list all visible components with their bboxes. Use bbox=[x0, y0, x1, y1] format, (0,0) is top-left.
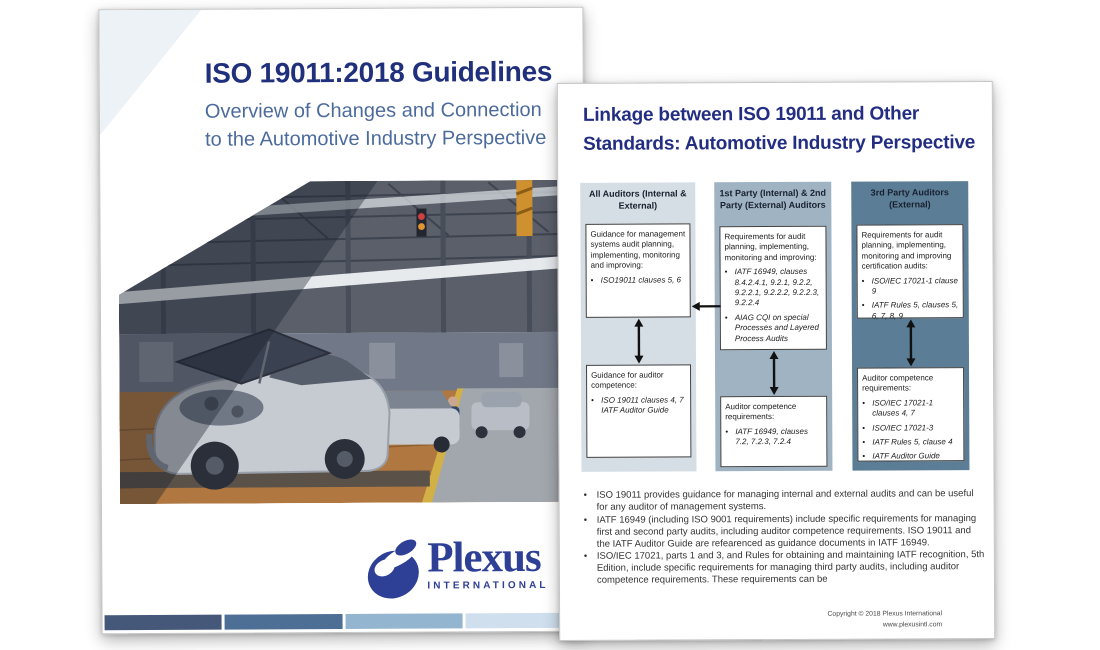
double-arrow-vertical-icon bbox=[905, 319, 915, 367]
cover-title: ISO 19011:2018 Guidelines bbox=[204, 55, 553, 89]
copyright-line: Copyright © 2018 Plexus International bbox=[827, 610, 943, 618]
box-bullet: ISO 19011 clauses 4, 7 IATF Auditor Guid… bbox=[591, 395, 686, 416]
column-header: 3rd Party Auditors (External) bbox=[870, 187, 949, 210]
requirements-audit-box: Requirements for audit planning, impleme… bbox=[719, 225, 827, 351]
guidance-audit-box: Guidance for management systems audit pl… bbox=[585, 223, 691, 318]
column-1st-2nd-party: 1st Party (Internal) & 2nd Party (Extern… bbox=[714, 181, 833, 472]
column-3rd-party: 3rd Party Auditors (External) Requiremen… bbox=[851, 181, 970, 471]
competence-requirements-box: Auditor competence requirements: ISO/IEC… bbox=[857, 367, 965, 463]
page-title-line-1: Linkage between ISO 19011 and Other bbox=[582, 103, 920, 126]
bullet-dot-icon bbox=[725, 267, 735, 309]
slide-cover-page: ISO 19011:2018 Guidelines Overview of Ch… bbox=[98, 6, 587, 635]
cover-subtitle-line-1: Overview of Changes and Connection bbox=[204, 98, 542, 123]
page-title: Linkage between ISO 19011 and Other Stan… bbox=[583, 100, 975, 159]
guidance-competence-box: Guidance for auditor competence: ISO 190… bbox=[586, 364, 692, 458]
box-label: Guidance for auditor competence: bbox=[591, 370, 664, 391]
footer-color-bar bbox=[104, 612, 583, 631]
logo-wordmark: Plexus bbox=[427, 533, 541, 582]
box-label: Auditor competence requirements: bbox=[725, 401, 797, 422]
box-bullet: IATF 16949, clauses 7.2, 7.2.3, 7.2.4 bbox=[725, 427, 822, 448]
column-header: 1st Party (Internal) & 2nd Party (Extern… bbox=[719, 187, 827, 210]
bullet-dot-icon bbox=[591, 396, 601, 417]
cover-subtitle-line-2: to the Automotive Industry Perspective bbox=[204, 127, 547, 152]
requirements-certification-box: Requirements for audit planning, impleme… bbox=[856, 224, 964, 320]
column-all-auditors: All Auditors (Internal & External) Guida… bbox=[580, 182, 697, 472]
notes-list: ISO 19011 provides guidance for managing… bbox=[584, 488, 986, 588]
box-label: Auditor competence requirements: bbox=[862, 373, 934, 394]
slide-linkage-page: Linkage between ISO 19011 and Other Stan… bbox=[556, 81, 996, 641]
cover-subtitle: Overview of Changes and Connection to th… bbox=[205, 96, 547, 155]
note-item: ISO 19011 provides guidance for managing… bbox=[584, 488, 986, 514]
competence-requirements-box: Auditor competence requirements: IATF 16… bbox=[720, 395, 828, 468]
bullet-dot-icon bbox=[862, 301, 872, 322]
page-title-line-2: Standards: Automotive Industry Perspecti… bbox=[583, 131, 976, 155]
logo-text-block: Plexus INTERNATIONAL bbox=[427, 533, 549, 592]
bullet-dot-icon bbox=[725, 313, 735, 344]
note-item: IATF 16949 (including ISO 9001 requireme… bbox=[584, 513, 986, 550]
box-label: Requirements for audit planning, impleme… bbox=[861, 230, 952, 271]
box-bullet: ISO/IEC 17021-3 bbox=[862, 423, 959, 434]
bar-segment-2 bbox=[224, 614, 343, 630]
plexus-swirl-icon bbox=[367, 539, 419, 599]
box-bullet: AIAG CQI on special Processes and Layere… bbox=[725, 313, 822, 345]
plexus-logo: Plexus INTERNATIONAL bbox=[364, 533, 549, 603]
bullet-dot-icon bbox=[862, 452, 872, 462]
assembly-line-illustration bbox=[118, 180, 567, 504]
box-bullet: ISO19011 clauses 5, 6 bbox=[591, 275, 686, 286]
bullet-dot-icon bbox=[862, 438, 872, 448]
bullet-dot-icon bbox=[584, 515, 597, 551]
arrow-left-icon bbox=[691, 301, 721, 311]
bullet-dot-icon bbox=[862, 276, 872, 297]
note-item: ISO/IEC 17021, parts 1 and 3, and Rules … bbox=[584, 549, 986, 586]
box-bullet: IATF Auditor Guide bbox=[862, 452, 959, 463]
corner-wedge-decoration bbox=[99, 10, 210, 141]
box-bullet: ISO/IEC 17021-1 clauses 4, 7 bbox=[862, 398, 959, 419]
double-arrow-vertical-icon bbox=[768, 351, 779, 396]
assembly-line-photo bbox=[118, 180, 567, 504]
bullet-dot-icon bbox=[591, 275, 601, 285]
box-label: Guidance for management systems audit pl… bbox=[590, 229, 686, 270]
copyright-footer: Copyright © 2018 Plexus International ww… bbox=[827, 609, 942, 631]
bullet-dot-icon bbox=[862, 423, 872, 433]
box-bullet: ISO/IEC 17021-1 clause 9 bbox=[862, 276, 959, 297]
column-header: All Auditors (Internal & External) bbox=[588, 188, 687, 211]
box-bullet: IATF Rules 5, clause 4 bbox=[862, 437, 959, 448]
bullet-dot-icon bbox=[862, 398, 872, 419]
bullet-dot-icon bbox=[725, 427, 735, 448]
bullet-dot-icon bbox=[584, 551, 597, 587]
website-line: www.plexusintl.com bbox=[882, 620, 943, 629]
double-arrow-vertical-icon bbox=[633, 318, 643, 364]
logo-tagline: INTERNATIONAL bbox=[427, 579, 549, 592]
box-label: Requirements for audit planning, impleme… bbox=[724, 231, 817, 263]
bar-segment-1 bbox=[104, 614, 222, 631]
bullet-dot-icon bbox=[584, 490, 597, 514]
bar-segment-3 bbox=[345, 613, 463, 629]
box-bullet: IATF 16949, clauses 8.4.2.4.1, 9.2.1, 9.… bbox=[725, 267, 822, 309]
